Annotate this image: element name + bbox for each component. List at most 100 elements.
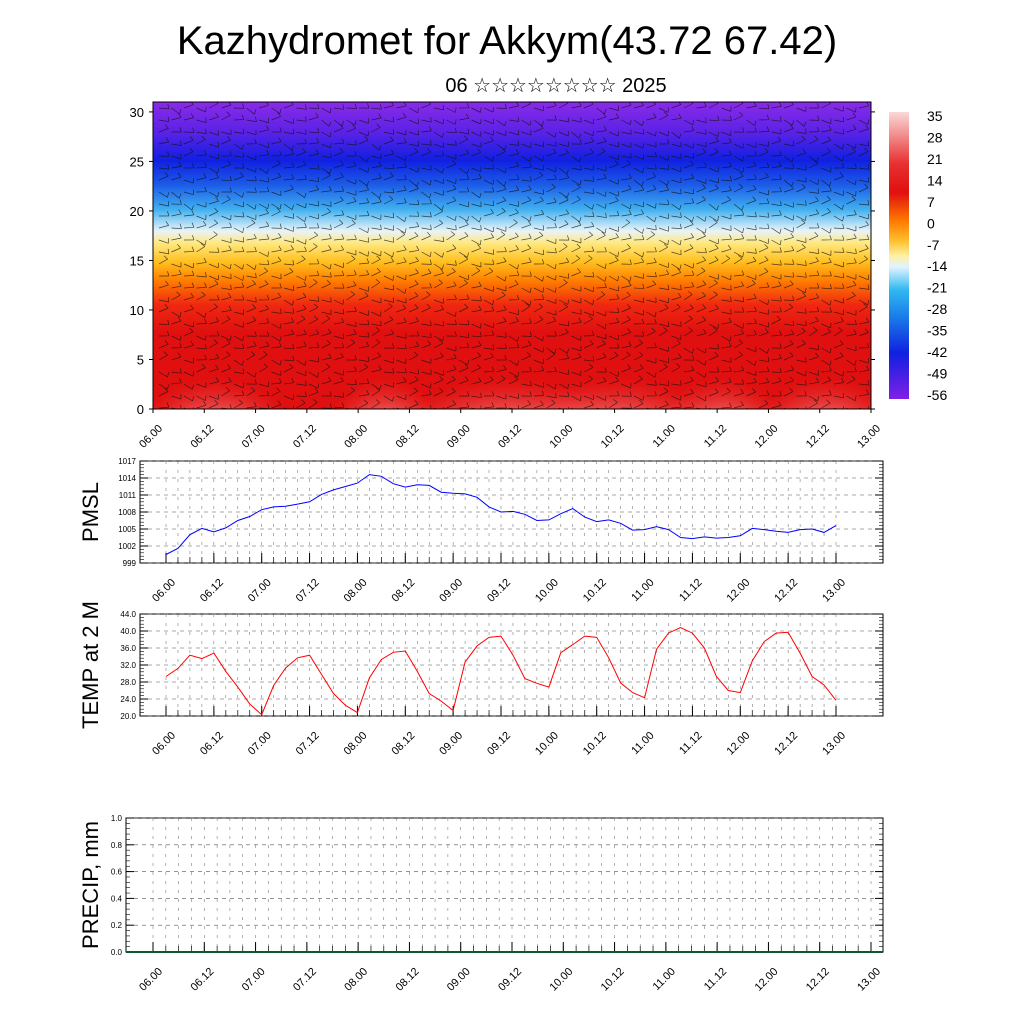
wind-barb <box>246 331 257 337</box>
wind-barb <box>158 297 170 303</box>
wind-barb <box>358 227 369 234</box>
wind-barb <box>596 405 607 409</box>
wind-barb <box>583 375 593 385</box>
wind-barb <box>621 209 632 217</box>
wind-barb <box>221 387 231 397</box>
wind-barb <box>233 191 244 198</box>
wind-barb <box>833 155 844 162</box>
wind-barb <box>308 138 320 145</box>
x-tick-label: 10.00 <box>547 966 575 994</box>
wind-barb <box>633 143 644 149</box>
wind-barb <box>208 364 219 373</box>
wind-barb <box>546 298 557 304</box>
wind-barb <box>621 383 632 389</box>
wind-barb <box>258 318 270 325</box>
wind-barb <box>733 351 743 361</box>
wind-barb <box>833 340 844 349</box>
precip-panel: 0.00.20.40.60.81.006.00 06.12 07.00 07.12 08… <box>78 814 884 994</box>
wind-barb <box>258 381 269 388</box>
wind-barb <box>283 299 294 306</box>
wind-barb <box>608 251 619 258</box>
wind-barb <box>371 399 381 409</box>
wind-barb <box>383 275 394 281</box>
wind-barb <box>508 245 519 253</box>
wind-barb <box>546 183 556 193</box>
wind-barb <box>408 107 419 114</box>
wind-barb <box>483 136 494 145</box>
wind-barb <box>558 196 569 205</box>
wind-barb <box>296 315 306 325</box>
wind-barb <box>346 161 357 169</box>
wind-barb <box>396 231 406 241</box>
wind-barb <box>558 167 569 175</box>
wind-barb <box>621 328 632 337</box>
wind-barb <box>396 367 407 374</box>
wind-barb <box>583 211 595 217</box>
wind-barb <box>821 136 832 145</box>
wind-barb <box>333 138 345 145</box>
wind-barb <box>183 127 195 133</box>
wind-barb <box>521 257 532 265</box>
y-tick-label: 36.0 <box>120 644 136 653</box>
wind-barb <box>433 335 444 342</box>
wind-barb <box>633 234 645 241</box>
wind-barb <box>233 227 244 234</box>
wind-barb <box>508 161 520 169</box>
wind-barb <box>583 310 594 316</box>
wind-barb <box>746 274 757 280</box>
wind-barb <box>333 342 345 349</box>
wind-barb <box>183 222 195 229</box>
wind-barb <box>196 202 207 208</box>
wind-barb <box>496 130 507 137</box>
wind-barb <box>683 355 695 361</box>
wind-barb <box>696 292 706 301</box>
wind-barb <box>333 317 345 325</box>
wind-barb <box>721 244 732 253</box>
wind-barb <box>546 310 557 316</box>
wind-barb <box>696 395 707 402</box>
wind-barb <box>571 215 582 223</box>
wind-barb <box>508 405 520 409</box>
wind-barb <box>758 126 770 133</box>
wind-barb <box>683 233 694 241</box>
wind-barb <box>383 212 395 219</box>
wind-barb <box>533 225 545 231</box>
wind-barb <box>458 303 469 313</box>
wind-barb <box>258 351 268 361</box>
wind-barb <box>758 223 770 230</box>
wind-barb <box>221 222 232 229</box>
wind-barb <box>771 227 782 234</box>
wind-barb <box>333 210 345 217</box>
wind-barb <box>183 235 195 241</box>
wind-barb <box>458 186 470 193</box>
wind-barb <box>758 189 769 196</box>
wind-barb <box>671 177 682 184</box>
wind-barb <box>571 131 582 139</box>
wind-barb <box>683 215 694 222</box>
wind-barb <box>758 309 770 315</box>
wind-barb <box>371 327 381 337</box>
wind-barb <box>683 198 695 205</box>
wind-barb <box>308 185 319 193</box>
wind-barb <box>571 139 582 145</box>
wind-barb <box>296 191 307 198</box>
wind-barb <box>246 316 257 325</box>
wind-barb <box>446 387 456 397</box>
x-tick-label: 09.12 <box>496 423 524 451</box>
wind-barb <box>796 391 807 397</box>
wind-barb <box>746 306 757 313</box>
wind-barb <box>533 358 544 365</box>
wind-barb <box>808 179 819 185</box>
wind-barb <box>583 400 594 409</box>
wind-barb <box>796 260 807 266</box>
wind-barb <box>571 352 582 361</box>
wind-barb <box>808 257 819 265</box>
wind-barb <box>721 195 731 205</box>
wind-barb <box>183 102 194 109</box>
y-tick-label: 1.0 <box>111 814 123 823</box>
wind-barb <box>833 352 844 361</box>
wind-barb <box>558 273 570 279</box>
wind-barb <box>358 179 369 187</box>
wind-barb <box>608 334 619 341</box>
